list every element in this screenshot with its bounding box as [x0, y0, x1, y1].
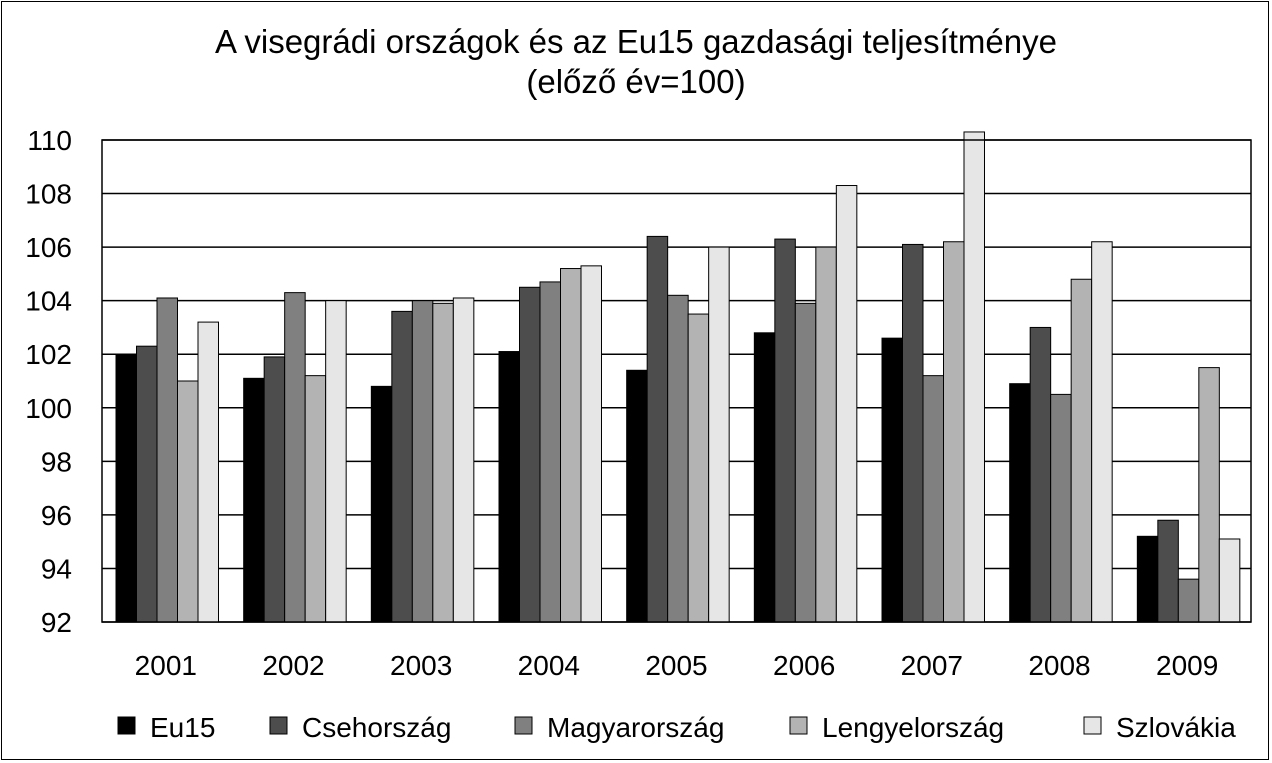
x-tick-label: 2009: [1156, 650, 1218, 681]
bar-2003-lengyelország: [432, 302, 454, 623]
legend-label: Eu15: [150, 712, 215, 743]
x-tick-label: 2005: [645, 650, 707, 681]
y-tick-label: 106: [25, 232, 72, 263]
bar-2007-csehország: [902, 243, 924, 623]
bar-2006-magyarország: [794, 302, 817, 623]
bar-2003-magyarország: [411, 300, 434, 623]
y-tick-label: 104: [25, 286, 72, 317]
y-tick-label: 94: [41, 553, 72, 584]
bar-2001-lengyelország: [177, 380, 199, 623]
bar-2008-lengyelország: [1070, 278, 1093, 623]
bar-2002-csehország: [263, 356, 286, 623]
y-tick-label: 100: [25, 393, 72, 424]
bar-2009-lengyelország: [1198, 367, 1220, 623]
bar-2009-szlovákia: [1218, 538, 1241, 623]
x-tick-label: 2007: [901, 650, 963, 681]
bar-2004-csehország: [519, 286, 541, 623]
bar-2005-szlovákia: [708, 246, 730, 623]
y-tick-label: 110: [27, 125, 72, 156]
y-tick-label: 102: [25, 339, 72, 370]
bars: [115, 131, 1241, 623]
bar-2003-szlovákia: [452, 297, 475, 623]
bar-2004-eu15: [498, 351, 520, 623]
x-tick-label: 2003: [390, 650, 452, 681]
chart-title: A visegrádi országok és az Eu15 gazdaság…: [215, 23, 1057, 60]
bar-2006-lengyelország: [815, 246, 837, 623]
bar-2008-csehország: [1029, 326, 1052, 623]
x-tick-label: 2006: [773, 650, 835, 681]
bar-2003-csehország: [391, 310, 413, 623]
y-tick-label: 96: [41, 500, 72, 531]
legend-swatch-szlovákia: [1083, 716, 1102, 735]
bar-2007-eu15: [881, 337, 903, 623]
bar-2009-magyarország: [1177, 578, 1200, 623]
y-axis-ticks: 92 94 96 98 100 102 104 106 108 110: [25, 125, 72, 638]
x-tick-label: 2001: [135, 650, 197, 681]
bar-2005-csehország: [646, 235, 669, 623]
bar-2006-szlovákia: [835, 185, 858, 623]
x-tick-label: 2002: [262, 650, 324, 681]
legend-label: Magyarország: [547, 712, 724, 743]
bar-2008-szlovákia: [1091, 241, 1113, 623]
bar-2001-magyarország: [156, 297, 178, 623]
legend-swatch-lengyelország: [789, 716, 808, 735]
bar-2008-magyarország: [1050, 393, 1072, 623]
legend-label: Lengyelország: [822, 712, 1004, 743]
chart-title-block: A visegrádi országok és az Eu15 gazdaság…: [0, 22, 1272, 102]
legend-swatch-csehország: [269, 716, 288, 735]
bar-2004-szlovákia: [580, 265, 602, 623]
bar-2002-eu15: [243, 377, 265, 623]
bar-2004-lengyelország: [560, 268, 582, 623]
y-tick-label: 92: [41, 607, 72, 638]
bar-2009-csehország: [1157, 519, 1179, 623]
y-tick-label: 98: [41, 446, 72, 477]
legend-label: Szlovákia: [1116, 712, 1236, 743]
legend-label: Csehország: [302, 712, 451, 743]
legend: Eu15 Csehország Magyarország Lengyelország S…: [117, 712, 1236, 743]
bar-2009-eu15: [1136, 535, 1159, 623]
bar-2003-eu15: [370, 385, 393, 623]
bar-2007-lengyelország: [943, 241, 965, 623]
bar-2001-eu15: [115, 353, 137, 623]
y-tick-label: 108: [25, 179, 72, 210]
bar-2001-szlovákia: [197, 321, 219, 623]
bar-2004-magyarország: [539, 281, 561, 623]
bar-2002-lengyelország: [304, 375, 327, 623]
bar-2002-szlovákia: [325, 300, 347, 623]
bar-2005-eu15: [626, 369, 648, 623]
bar-2006-csehország: [774, 238, 796, 623]
plot-area-border: [101, 139, 1252, 623]
bar-2006-eu15: [753, 332, 776, 623]
bar-2002-magyarország: [284, 292, 306, 623]
x-axis-ticks: 2001 2002 2003 2004 2005 2006 2007 2008 2009: [135, 650, 1219, 681]
bar-2005-magyarország: [667, 294, 689, 623]
x-tick-label: 2008: [1028, 650, 1090, 681]
legend-swatch-magyarország: [514, 716, 533, 735]
x-tick-label: 2004: [518, 650, 580, 681]
bar-2005-lengyelország: [687, 313, 710, 623]
bar-2008-eu15: [1009, 383, 1031, 623]
bar-2007-magyarország: [922, 375, 944, 623]
legend-swatch-eu15: [117, 716, 136, 735]
bar-2001-csehország: [136, 345, 158, 623]
chart-subtitle: (előző év=100): [526, 63, 746, 100]
bar-2007-szlovákia: [963, 131, 985, 623]
